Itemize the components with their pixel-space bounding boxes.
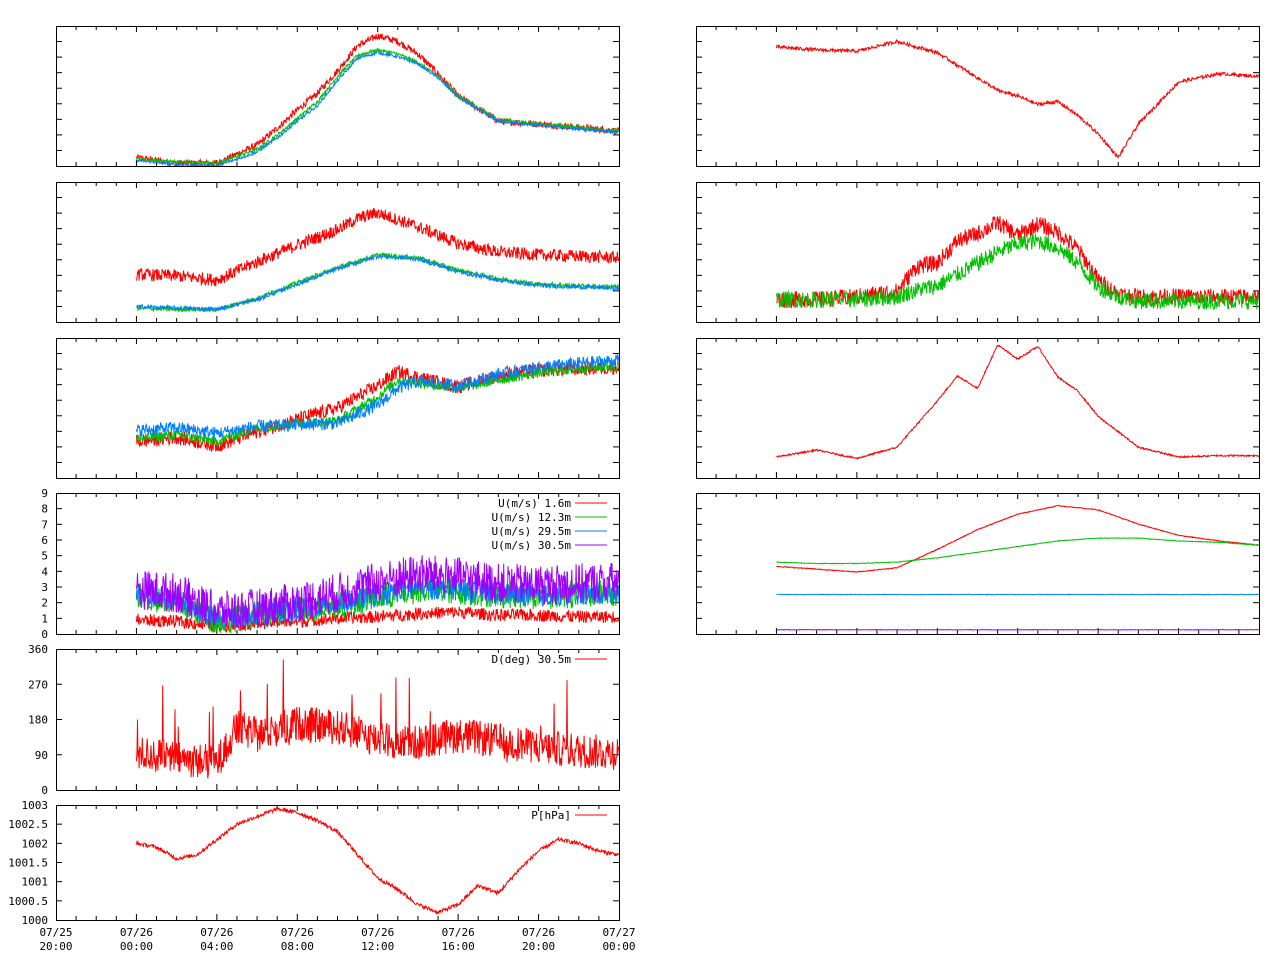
panel-humid — [56, 182, 620, 323]
y-tick-label: 1003 — [22, 799, 49, 812]
y-tick-label: 90 — [35, 749, 48, 762]
series-line-right2-0 — [776, 215, 1259, 309]
x-tick-label-date: 07/25 — [39, 926, 72, 939]
y-tick-label: 180 — [28, 714, 48, 727]
plot-frame — [56, 26, 620, 167]
panel-pa — [56, 338, 620, 479]
y-tick-label: 8 — [41, 503, 48, 516]
y-tick-label: 3 — [41, 581, 48, 594]
series-line-temp-0 — [135, 33, 619, 166]
y-tick-label: 1001.5 — [8, 857, 48, 870]
series-lines — [135, 33, 619, 166]
y-tick-label: 1 — [41, 612, 48, 625]
series-lines — [135, 659, 619, 779]
series-line-temp-2 — [136, 50, 619, 166]
plot-frame — [56, 182, 620, 323]
panel-right4 — [696, 493, 1260, 635]
series-lines — [135, 806, 619, 916]
x-tick-label-time: 04:00 — [200, 940, 233, 953]
x-tick-label-date: 07/26 — [281, 926, 314, 939]
plot-frame — [56, 493, 620, 635]
x-tick-label-date: 07/27 — [602, 926, 635, 939]
plot-frame — [56, 805, 620, 921]
y-tick-label: 2 — [41, 597, 48, 610]
panel-direction: 0 90 180 270 360 D(deg) 30.5m — [28, 643, 620, 797]
x-tick-label-time: 08:00 — [281, 940, 314, 953]
tick-marks — [56, 338, 619, 478]
series-line-right4-0 — [776, 504, 1259, 573]
series-lines — [775, 39, 1259, 159]
y-tick-label: 1001 — [22, 876, 49, 889]
plot-frame — [696, 26, 1260, 167]
x-tick-label-time: 20:00 — [522, 940, 555, 953]
series-lines — [775, 215, 1259, 311]
y-tick-label: 6 — [41, 534, 48, 547]
tick-marks — [56, 182, 619, 322]
legend-label: U(m/s) 29.5m — [492, 525, 572, 538]
series-line-direction-0 — [135, 659, 619, 779]
panel-pressure: 1000 1000.5 1001 1001.5 1002 1002.5 1003 P[hPa] — [8, 799, 620, 927]
series-line-right4-3 — [776, 628, 1259, 631]
y-tick-label: 4 — [41, 565, 48, 578]
x-axis-tick-labels: 07/2520:0007/2600:0007/2604:0007/2608:00… — [39, 926, 635, 953]
series-lines — [776, 504, 1259, 631]
panel-right3 — [696, 338, 1260, 479]
y-tick-label: 0 — [41, 784, 48, 797]
x-tick-label-time: 00:00 — [120, 940, 153, 953]
series-line-right3-0 — [776, 344, 1259, 460]
y-tick-label: 5 — [41, 550, 48, 563]
x-tick-label-date: 07/26 — [120, 926, 153, 939]
x-tick-label-date: 07/26 — [200, 926, 233, 939]
x-tick-label-time: 16:00 — [442, 940, 475, 953]
y-tick-label: 9 — [41, 487, 48, 500]
y-tick-label: 0 — [41, 628, 48, 641]
series-line-right2-1 — [775, 233, 1259, 311]
series-line-right4-2 — [776, 593, 1259, 596]
legend-label: D(deg) 30.5m — [492, 653, 572, 666]
series-lines — [135, 555, 619, 634]
x-tick-label-date: 07/26 — [361, 926, 394, 939]
series-line-temp-1 — [135, 47, 619, 166]
plot-frame — [56, 338, 620, 479]
plot-frame — [696, 338, 1260, 479]
series-lines — [135, 354, 619, 452]
series-lines — [776, 344, 1259, 460]
series-line-pa-2 — [135, 354, 619, 439]
legend-label: U(m/s) 12.3m — [492, 511, 572, 524]
series-line-right1-0 — [775, 39, 1259, 159]
y-tick-label: 7 — [41, 518, 48, 531]
series-line-pressure-0 — [135, 806, 619, 916]
x-tick-label-time: 20:00 — [39, 940, 72, 953]
x-tick-label-time: 12:00 — [361, 940, 394, 953]
y-tick-label: 360 — [28, 643, 48, 656]
panel-right1 — [696, 26, 1260, 167]
series-line-right4-1 — [776, 537, 1259, 565]
legend-label: U(m/s) 30.5m — [492, 539, 572, 552]
panel-right2 — [696, 182, 1260, 323]
plot-frame — [696, 182, 1260, 323]
x-tick-label-date: 07/26 — [442, 926, 475, 939]
y-tick-label: 1002 — [22, 837, 49, 850]
x-tick-label-date: 07/26 — [522, 926, 555, 939]
plot-frame — [696, 493, 1260, 635]
tick-marks — [56, 26, 619, 166]
series-lines — [135, 208, 619, 313]
legend-label: P[hPa] — [531, 809, 571, 822]
panel-temp — [56, 26, 620, 167]
legend-label: U(m/s) 1.6m — [498, 497, 571, 510]
y-tick-label: 1000 — [22, 914, 49, 927]
x-tick-label-time: 00:00 — [602, 940, 635, 953]
series-line-humid-2 — [136, 254, 619, 313]
tick-marks — [56, 805, 619, 920]
y-tick-label: 1000.5 — [8, 895, 48, 908]
series-line-speed-3 — [135, 555, 619, 629]
y-tick-label: 1002.5 — [8, 818, 48, 831]
series-line-humid-0 — [135, 208, 619, 287]
tick-marks — [696, 493, 1259, 634]
plot-frame — [56, 649, 620, 791]
y-tick-label: 270 — [28, 678, 48, 691]
series-line-pa-1 — [136, 361, 619, 448]
